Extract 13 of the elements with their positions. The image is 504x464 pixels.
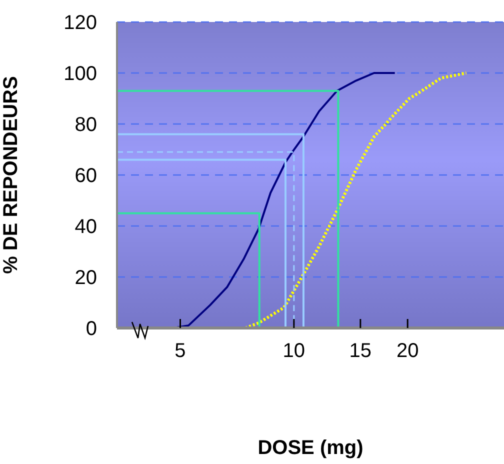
y-axis-title: % DE REPONDEURS (0, 76, 22, 274)
x-tick-label: 10 (282, 340, 306, 362)
y-tick-label: 60 (74, 165, 97, 188)
y-tick-label: 0 (86, 318, 97, 340)
y-tick-label: 40 (74, 216, 97, 238)
y-tick-label: 20 (74, 267, 97, 290)
x-axis-title: DOSE (mg) (258, 437, 364, 459)
y-tick-label: 100 (64, 63, 97, 86)
x-tick-label: 15 (349, 340, 372, 362)
y-tick-label: 120 (64, 12, 97, 34)
x-tick-label: 5 (174, 340, 186, 362)
y-tick-label: 80 (74, 114, 97, 136)
x-tick-label: 20 (396, 340, 419, 362)
